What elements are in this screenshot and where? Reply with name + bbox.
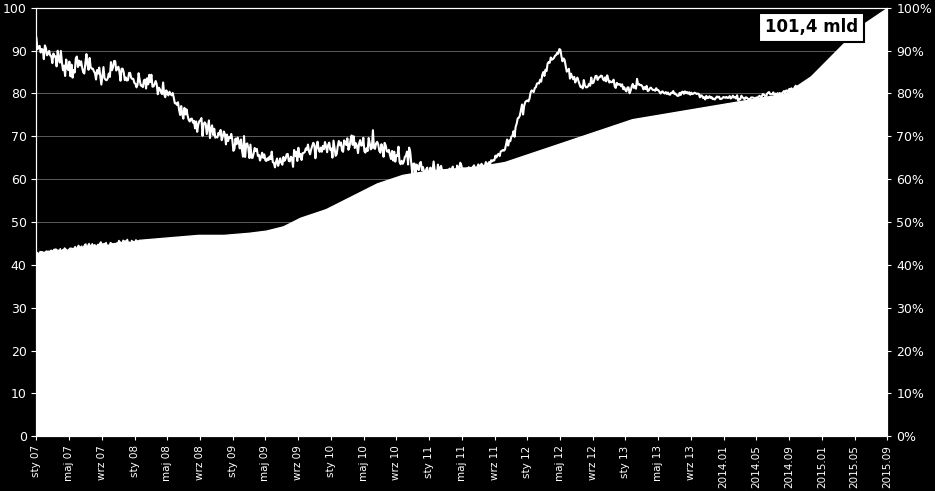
Text: 101,4 mld: 101,4 mld bbox=[765, 19, 858, 36]
